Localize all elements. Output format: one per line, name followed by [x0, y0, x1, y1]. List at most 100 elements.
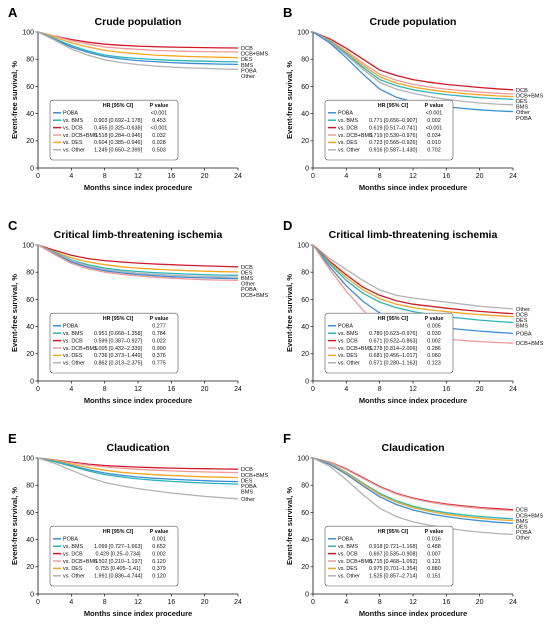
y-tick-label: 100: [297, 29, 309, 36]
legend-label: vs. Other: [338, 361, 360, 367]
x-axis-title: Months since index procedure: [84, 609, 192, 618]
x-axis-title: Months since index procedure: [84, 183, 192, 192]
end-label: BMS: [516, 105, 528, 111]
series-line-poba: [37, 457, 239, 483]
panel-letter: B: [283, 5, 292, 20]
end-label: DCB: [516, 313, 528, 319]
hr-value: 0.571 [0.280–1.163]: [369, 361, 417, 367]
end-label: Other: [241, 282, 255, 288]
series-line-dcb: [312, 244, 514, 315]
y-axis-title: Event-free survival, %: [285, 487, 294, 565]
x-tick-label: 4: [69, 386, 73, 393]
p-value: 0.277: [152, 324, 166, 330]
end-label: Other: [241, 497, 255, 503]
x-tick-label: 16: [442, 173, 450, 180]
legend-label: vs. BMS: [63, 118, 83, 124]
p-value: <0.001: [151, 111, 168, 117]
end-label: BMS: [241, 63, 253, 69]
end-label: DCB: [516, 508, 528, 514]
end-label: Other: [241, 74, 255, 80]
y-tick-label: 20: [301, 351, 309, 358]
end-label: POBA: [516, 530, 532, 536]
x-tick-label: 24: [509, 386, 517, 393]
hr-table-box: [324, 99, 454, 161]
x-tick-label: 16: [167, 599, 175, 606]
end-label: Other: [516, 536, 530, 542]
hr-value: 1.005 [0.432–2.339]: [94, 346, 142, 352]
y-tick-label: 40: [301, 111, 309, 118]
y-tick-label: 0: [305, 165, 309, 172]
x-axis-title: Months since index procedure: [359, 609, 467, 618]
series-line-des: [312, 457, 514, 522]
hr-table-header-p: P value: [150, 103, 169, 109]
x-tick-label: 4: [344, 599, 348, 606]
x-tick-label: 16: [167, 173, 175, 180]
series-line-dcb: [312, 457, 514, 511]
p-value: <0.001: [426, 111, 443, 117]
p-value: 0.034: [427, 133, 441, 139]
p-value: 0.880: [427, 566, 441, 572]
panel-A: A Crude population 0 20 40 60 80 100 0 4 8 12 16 20 24…: [8, 5, 268, 192]
y-tick-label: 0: [305, 378, 309, 385]
end-label: DES: [516, 318, 528, 324]
end-label: DCB+BMS: [241, 473, 268, 479]
x-tick-label: 12: [134, 386, 142, 393]
end-label: Other: [516, 110, 530, 116]
end-label: DCB+BMS: [516, 93, 543, 99]
series-line-bms: [312, 244, 514, 324]
legend-label: POBA: [338, 324, 353, 330]
p-value: 0.016: [427, 537, 441, 543]
y-tick-label: 60: [26, 510, 34, 517]
panel-letter: E: [8, 431, 17, 446]
legend-label: vs. DES: [63, 140, 83, 146]
series-line-dcb: [37, 31, 239, 49]
p-value: 0.503: [152, 148, 166, 154]
end-label: DCB+BMS: [241, 293, 268, 299]
p-value: <0.001: [151, 125, 168, 131]
x-tick-label: 8: [103, 173, 107, 180]
end-label: BMS: [516, 324, 528, 330]
y-tick-label: 60: [301, 84, 309, 91]
hr-value: 0.780 [0.623–0.976]: [369, 331, 417, 337]
y-axis-title: Event-free survival, %: [285, 274, 294, 352]
x-tick-label: 8: [103, 386, 107, 393]
y-tick-label: 100: [297, 455, 309, 462]
end-label: DES: [241, 57, 253, 63]
hr-value: 0.429 [0.25–0.734]: [96, 551, 141, 557]
x-tick-label: 0: [36, 386, 40, 393]
p-value: 0.002: [152, 551, 166, 557]
panel-letter: A: [8, 5, 18, 20]
x-tick-label: 12: [134, 173, 142, 180]
x-tick-label: 20: [476, 386, 484, 393]
hr-table-header-hr: HR [95% CI]: [378, 103, 409, 109]
x-tick-label: 4: [344, 173, 348, 180]
x-tick-label: 16: [442, 599, 450, 606]
hr-value: 0.671 [0.522–0.863]: [369, 338, 417, 344]
x-tick-label: 0: [311, 173, 315, 180]
hr-value: 1.249 [0.650–2.399]: [94, 148, 142, 154]
hr-table-box: [49, 99, 179, 161]
x-tick-label: 16: [442, 386, 450, 393]
p-value: 0.002: [427, 338, 441, 344]
end-label: DCB+BMS: [241, 52, 268, 58]
legend-label: vs. DCB+BMS: [338, 133, 373, 139]
panel-E: E Claudication 0 20 40 60 80 100 0 4 8 12 16 20 24 Mont…: [8, 431, 268, 618]
y-tick-label: 100: [297, 242, 309, 249]
legend-label: vs. DES: [338, 353, 358, 359]
x-tick-label: 8: [378, 386, 382, 393]
y-tick-label: 100: [22, 455, 34, 462]
p-value: <0.001: [426, 125, 443, 131]
legend-label: vs. Other: [338, 574, 360, 580]
panel-letter: F: [283, 431, 291, 446]
panel-letter: D: [283, 218, 292, 233]
series-line-des: [312, 244, 514, 318]
y-tick-label: 40: [301, 324, 309, 331]
x-tick-label: 8: [378, 173, 382, 180]
y-tick-label: 0: [305, 591, 309, 598]
p-value: 0.032: [152, 133, 166, 139]
y-tick-label: 40: [26, 111, 34, 118]
panel-title: Critical limb-threatening ischemia: [54, 229, 223, 241]
p-value: 0.376: [152, 353, 166, 359]
